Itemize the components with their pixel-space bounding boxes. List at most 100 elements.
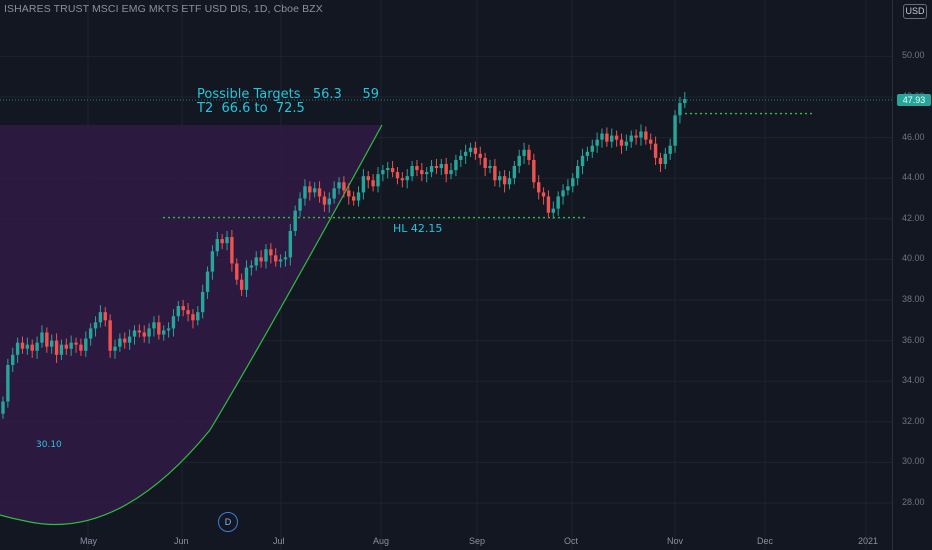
- candle-body: [147, 328, 151, 337]
- time-tick-label: Oct: [564, 536, 579, 546]
- candle-body: [483, 157, 487, 169]
- candle-body: [264, 249, 268, 262]
- candle-body: [585, 151, 590, 156]
- candle-body: [249, 265, 254, 268]
- candle-body: [176, 306, 181, 317]
- candles: [1, 91, 687, 419]
- candle-body: [215, 239, 219, 252]
- candle-body: [6, 364, 10, 402]
- candle-body: [376, 174, 380, 187]
- candle-body: [30, 344, 34, 351]
- candle-body: [356, 192, 361, 201]
- candle-body: [230, 237, 234, 264]
- candle-body: [429, 166, 434, 173]
- time-tick-label: Jul: [273, 536, 285, 546]
- candle-body: [64, 344, 69, 349]
- candle-body: [45, 332, 49, 347]
- candle-body: [98, 312, 103, 323]
- candle-body: [415, 166, 419, 171]
- candle-body: [205, 271, 210, 292]
- candle-body: [473, 147, 478, 154]
- candle-body: [235, 263, 239, 280]
- candle-body: [259, 257, 263, 262]
- candle-body: [166, 328, 171, 331]
- time-tick-label: Sep: [469, 536, 486, 546]
- candle-body: [210, 251, 215, 272]
- candle-body: [225, 237, 229, 244]
- candle-body: [54, 340, 59, 355]
- candle-body: [20, 342, 25, 349]
- price-tick-label: 44.00: [902, 172, 925, 183]
- candle-body: [196, 312, 200, 321]
- dividend-marker-icon[interactable]: D: [218, 512, 238, 532]
- arc-zone: [0, 124, 383, 526]
- candle-body: [459, 155, 463, 160]
- candle-body: [1, 401, 5, 414]
- candle-body: [288, 230, 293, 258]
- time-tick-label: Nov: [667, 536, 684, 546]
- candle-body: [400, 178, 405, 181]
- candle-body: [434, 166, 439, 169]
- price-tick-label: 42.00: [902, 212, 925, 223]
- candle-body: [123, 338, 127, 343]
- last-price-label: 47.93: [897, 94, 931, 106]
- candle-body: [395, 172, 400, 179]
- candle-body: [274, 255, 278, 262]
- candle-body: [658, 157, 663, 164]
- price-axis[interactable]: [892, 0, 932, 550]
- candle-body: [498, 176, 502, 181]
- candle-body: [342, 182, 346, 191]
- candle-body: [488, 166, 492, 169]
- candle-body: [381, 170, 385, 175]
- candle-body: [40, 332, 44, 343]
- candle-body: [478, 153, 482, 158]
- candle-body: [88, 328, 93, 339]
- candle-body: [239, 279, 244, 290]
- candle-body: [171, 316, 176, 329]
- candle-body: [152, 322, 156, 329]
- price-tick-label: 40.00: [902, 253, 925, 264]
- candle-body: [93, 322, 98, 329]
- candle-body: [522, 149, 526, 156]
- candle-body: [566, 186, 570, 191]
- candle-body: [463, 151, 468, 156]
- candle-body: [673, 115, 677, 146]
- candle-body: [103, 312, 107, 321]
- candle-body: [556, 196, 560, 209]
- price-tick-label: 34.00: [902, 375, 925, 386]
- candle-body: [605, 133, 609, 142]
- candle-body: [351, 196, 356, 201]
- candle-body: [410, 166, 414, 177]
- currency-badge[interactable]: USD: [903, 4, 927, 19]
- candle-body: [614, 135, 619, 140]
- candle-body: [420, 170, 424, 175]
- candle-body: [327, 198, 331, 205]
- candle-body: [127, 336, 132, 343]
- candle-body: [624, 141, 629, 146]
- candle-body: [50, 340, 54, 347]
- candle-body: [293, 210, 297, 231]
- candle-body: [439, 163, 443, 169]
- candle-body: [337, 182, 341, 189]
- candle-body: [108, 320, 112, 351]
- candle-body: [653, 143, 658, 158]
- candle-body: [546, 196, 551, 213]
- candle-body: [532, 159, 536, 183]
- time-tick-label: Dec: [757, 536, 774, 546]
- price-tick-label: 30.00: [902, 456, 925, 467]
- candle-body: [663, 153, 668, 164]
- price-tick-label: 36.00: [902, 334, 925, 345]
- time-tick-label: Aug: [373, 536, 390, 546]
- candle-body: [600, 133, 604, 140]
- candle-body: [137, 330, 142, 333]
- hl-label: HL 42.15: [393, 222, 443, 235]
- price-tick-label: 28.00: [902, 497, 925, 507]
- candle-body: [537, 182, 541, 193]
- candle-body: [580, 155, 585, 167]
- candle-body: [424, 172, 429, 175]
- targets-note-line1: Possible Targets 56.3 59: [197, 87, 380, 102]
- candle-body: [200, 291, 205, 313]
- candle-body: [444, 163, 448, 175]
- candle-body: [634, 135, 638, 138]
